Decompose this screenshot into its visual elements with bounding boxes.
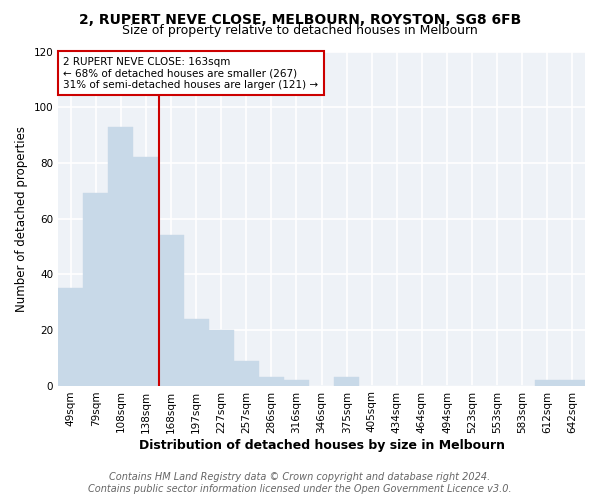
Bar (535, 380, 560, 386)
Bar (560, 380, 585, 386)
Text: 2, RUPERT NEVE CLOSE, MELBOURN, ROYSTON, SG8 6FB: 2, RUPERT NEVE CLOSE, MELBOURN, ROYSTON,… (79, 12, 521, 26)
Bar (234, 360, 259, 386)
Bar (284, 380, 309, 386)
Bar (158, 235, 184, 386)
Bar (109, 126, 133, 386)
Text: 2 RUPERT NEVE CLOSE: 163sqm
← 68% of detached houses are smaller (267)
31% of se: 2 RUPERT NEVE CLOSE: 163sqm ← 68% of det… (64, 56, 319, 90)
X-axis label: Distribution of detached houses by size in Melbourn: Distribution of detached houses by size … (139, 440, 505, 452)
Bar (83, 194, 109, 386)
Bar (259, 377, 284, 386)
Text: Size of property relative to detached houses in Melbourn: Size of property relative to detached ho… (122, 24, 478, 37)
Bar (184, 319, 209, 386)
Text: Contains HM Land Registry data © Crown copyright and database right 2024.
Contai: Contains HM Land Registry data © Crown c… (88, 472, 512, 494)
Bar (209, 330, 234, 386)
Bar (58, 288, 83, 386)
Bar (334, 377, 359, 386)
Y-axis label: Number of detached properties: Number of detached properties (15, 126, 28, 312)
Bar (133, 158, 158, 386)
